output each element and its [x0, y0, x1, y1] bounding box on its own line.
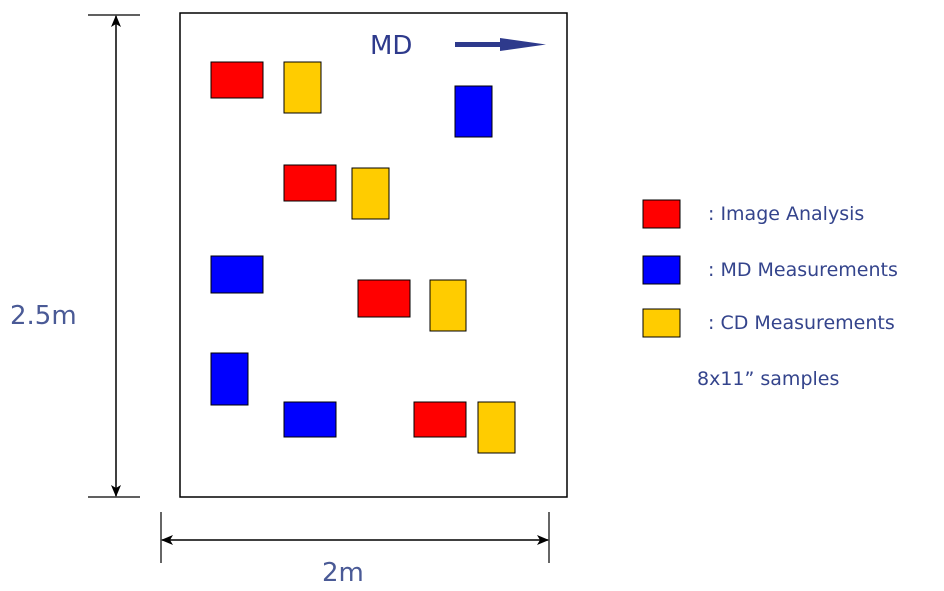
legend-label-cd-measurements: : CD Measurements: [708, 312, 895, 334]
legend-item-cd-measurements: : CD Measurements: [642, 308, 895, 338]
width-label: 2m: [322, 558, 364, 588]
sample-cd-measurement-4: [477, 401, 516, 454]
legend-label-image-analysis: : Image Analysis: [708, 203, 864, 225]
sample-md-measurement-3: [210, 352, 249, 406]
legend-swatch-md-measurements: [642, 255, 681, 285]
sample-md-measurement-1: [454, 85, 493, 138]
height-dimension: [88, 14, 140, 498]
sample-cd-measurement-1: [283, 61, 322, 114]
sample-size-note: 8x11” samples: [697, 368, 839, 390]
legend-swatch-cd-measurements: [642, 308, 681, 338]
sample-image-analysis-4: [413, 401, 467, 438]
sample-image-analysis-2: [283, 164, 337, 202]
sample-md-measurement-4: [283, 401, 337, 438]
legend-swatch-image-analysis: [642, 199, 681, 229]
sample-cd-measurement-3: [429, 279, 467, 332]
sample-md-measurement-2: [210, 255, 264, 294]
legend: : Image Analysis : MD Measurements : CD …: [642, 199, 898, 390]
sample-image-analysis-1: [210, 61, 264, 99]
width-dimension: [160, 512, 550, 563]
sample-cd-measurement-2: [351, 167, 390, 220]
legend-item-image-analysis: : Image Analysis: [642, 199, 864, 229]
sample-image-analysis-3: [357, 279, 411, 318]
height-label: 2.5m: [10, 301, 77, 331]
legend-item-md-measurements: : MD Measurements: [642, 255, 898, 285]
md-direction-arrow-icon: [455, 38, 546, 51]
legend-label-md-measurements: : MD Measurements: [708, 259, 898, 281]
md-direction-label: MD: [370, 31, 412, 61]
